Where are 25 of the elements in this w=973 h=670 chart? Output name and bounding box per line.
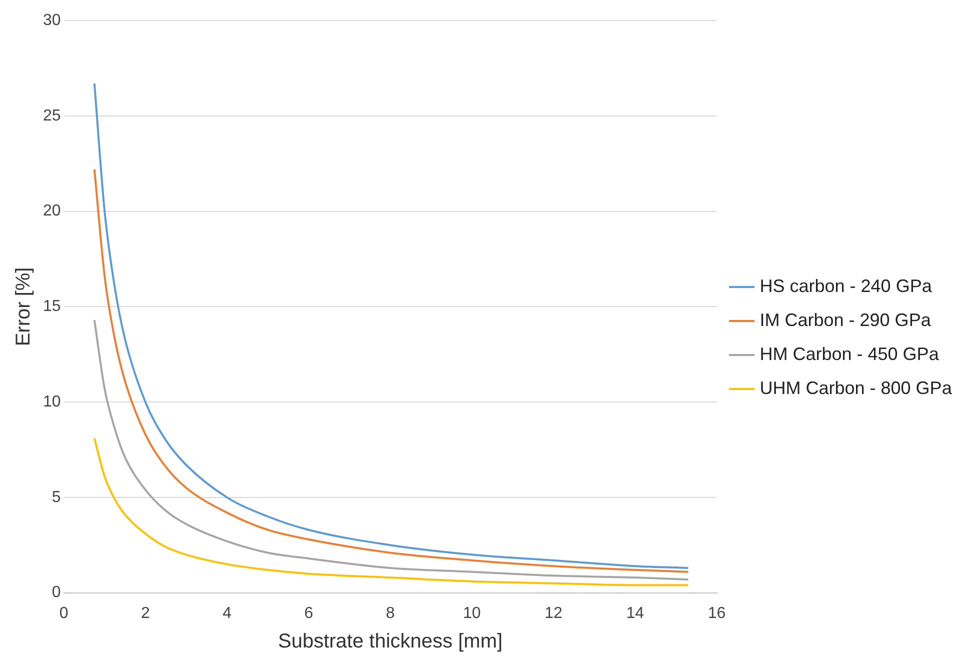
x-tick-label: 10 — [462, 604, 481, 622]
line-series — [93, 437, 690, 586]
line-series — [93, 168, 690, 573]
y-tick-label: 10 — [43, 393, 61, 410]
line-series — [93, 319, 690, 580]
legend-label: UHM Carbon - 800 GPa — [760, 378, 953, 398]
y-tick-label: 5 — [52, 488, 61, 506]
y-tick-label: 25 — [43, 107, 61, 124]
legend-label: IM Carbon - 290 GPa — [760, 310, 932, 330]
y-tick-label: 30 — [43, 12, 61, 30]
x-tick-label: 6 — [304, 604, 314, 622]
x-tick-label: 2 — [140, 604, 150, 622]
x-tick-label: 16 — [708, 604, 726, 622]
y-tick-label: 0 — [52, 584, 61, 602]
legend-label: HM Carbon - 450 GPa — [760, 344, 940, 364]
y-axis-title: Error [%] — [12, 267, 35, 346]
legend-label: HS carbon - 240 GPa — [760, 276, 933, 296]
x-tick-label: 4 — [222, 604, 232, 622]
y-tick-label: 15 — [43, 298, 61, 316]
x-axis-title: Substrate thickness [mm] — [278, 630, 503, 653]
x-tick-label: 8 — [386, 604, 395, 622]
line-series — [93, 82, 690, 570]
x-tick-label: 12 — [544, 604, 563, 622]
y-tick-label: 20 — [43, 202, 61, 220]
x-tick-label: 14 — [626, 604, 644, 622]
